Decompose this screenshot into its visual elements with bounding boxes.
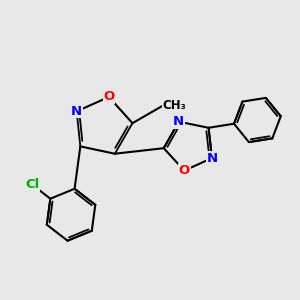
Text: O: O [179, 164, 190, 177]
Text: N: N [173, 115, 184, 128]
Text: Cl: Cl [25, 178, 40, 191]
Text: N: N [206, 152, 218, 164]
Text: O: O [103, 91, 115, 103]
Text: N: N [71, 105, 82, 118]
Text: CH₃: CH₃ [163, 99, 186, 112]
